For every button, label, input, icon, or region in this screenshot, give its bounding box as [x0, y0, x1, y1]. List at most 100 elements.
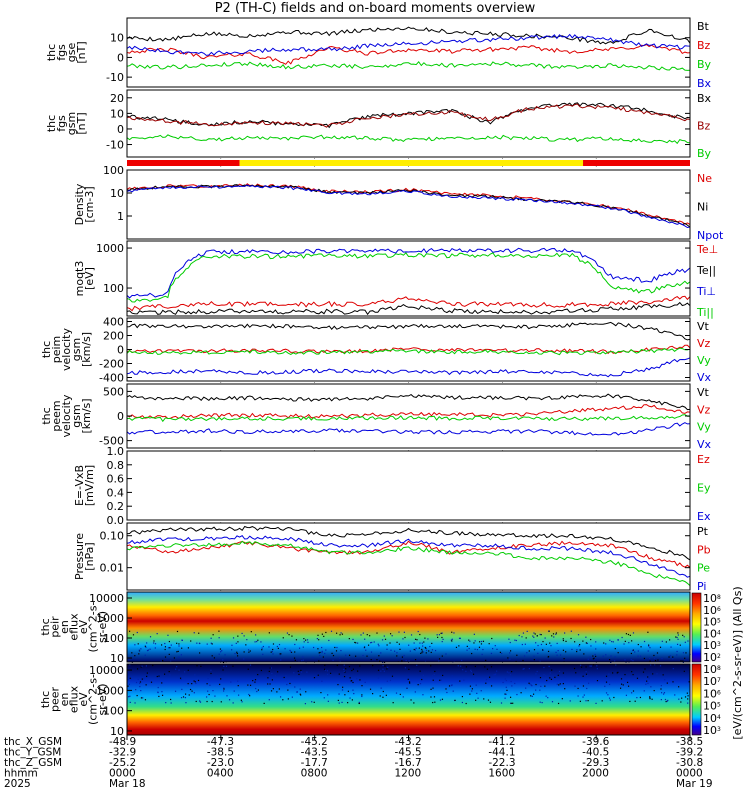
- spectrogram-speckle: [129, 695, 131, 697]
- spectrogram-speckle: [181, 688, 183, 690]
- spectrogram-speckle: [234, 652, 236, 655]
- spectrogram-speckle: [537, 644, 539, 647]
- spectrogram-speckle: [223, 688, 225, 690]
- footer-value: -23.0: [207, 757, 234, 769]
- spectrogram-speckle: [396, 641, 398, 643]
- spectrogram-speckle: [617, 639, 619, 641]
- spectrogram-speckle: [543, 674, 545, 676]
- spectrogram-speckle: [279, 653, 281, 655]
- spectrogram-speckle: [657, 659, 659, 661]
- spectrogram-speckle: [589, 665, 591, 667]
- spectrogram-speckle: [629, 700, 631, 703]
- spectrogram-speckle: [451, 675, 453, 677]
- spectrogram-speckle: [686, 692, 688, 694]
- spectrogram-speckle: [422, 674, 424, 676]
- spectrogram-speckle: [688, 681, 690, 683]
- spectrogram-speckle: [161, 644, 163, 646]
- spectrogram-speckle: [676, 643, 679, 646]
- spectrogram-speckle: [316, 676, 318, 678]
- spectrogram-speckle: [496, 648, 498, 650]
- spectrogram-speckle: [228, 699, 231, 701]
- spectrogram-speckle: [289, 682, 291, 685]
- spectrogram: [127, 664, 690, 735]
- series-line-Pe: [126, 540, 691, 586]
- spectrogram-speckle: [494, 674, 496, 676]
- spectrogram-speckle: [326, 673, 329, 676]
- spectrogram-speckle: [556, 654, 558, 656]
- footer-value: -22.3: [488, 757, 515, 769]
- spectrogram-speckle: [648, 678, 650, 680]
- spectrogram-speckle: [550, 678, 553, 680]
- spectrogram-speckle: [592, 655, 594, 657]
- spectrogram-speckle: [438, 660, 440, 662]
- spectrogram-speckle: [241, 701, 243, 703]
- spectrogram-speckle: [278, 688, 280, 690]
- spectrogram-speckle: [636, 677, 639, 679]
- spectrogram-speckle: [193, 680, 195, 682]
- spectrogram-speckle: [305, 639, 307, 641]
- spectrogram-speckle: [532, 635, 534, 637]
- spectrogram-speckle: [407, 678, 409, 680]
- series-line-Vy: [126, 414, 690, 423]
- spectrogram-speckle: [348, 665, 351, 668]
- spectrogram-speckle: [421, 678, 423, 681]
- spectrogram-speckle: [206, 683, 208, 685]
- spectrogram-speckle: [285, 675, 287, 677]
- spectrogram-speckle: [661, 692, 663, 694]
- spectrogram-speckle: [419, 670, 421, 672]
- spectrogram-speckle: [557, 702, 560, 705]
- spectrogram-speckle: [231, 644, 233, 646]
- spectrogram-speckle: [624, 673, 626, 676]
- footer-value: -16.7: [395, 757, 422, 769]
- spectrogram-speckle: [559, 683, 561, 685]
- spectrogram-speckle: [349, 677, 351, 679]
- spectrogram-speckle: [223, 690, 225, 692]
- spectrogram-speckle: [546, 679, 548, 682]
- spectrogram-speckle: [420, 652, 422, 654]
- footer-value: -40.5: [582, 747, 609, 759]
- spectrogram-speckle: [504, 678, 506, 680]
- spectrogram-speckle: [441, 632, 443, 634]
- spectrogram-speckle: [656, 673, 658, 675]
- spectrogram-speckle: [395, 692, 398, 694]
- spectrogram-speckle: [379, 695, 381, 697]
- spectrogram-speckle: [669, 655, 671, 657]
- spectrogram-speckle: [256, 640, 258, 643]
- spectrogram-speckle: [551, 635, 553, 637]
- spectrogram-speckle: [386, 644, 388, 646]
- spectrogram-speckle: [669, 639, 671, 641]
- spectrogram-speckle: [129, 701, 131, 703]
- mode-bar-segment: [127, 160, 240, 166]
- spectrogram-speckle: [660, 688, 662, 690]
- spectrogram-speckle: [262, 653, 264, 655]
- spectrogram-speckle: [428, 650, 430, 652]
- spectrogram-speckle: [555, 632, 557, 634]
- y-axis-label-line: gse: [65, 43, 78, 63]
- spectrogram-speckle: [634, 700, 636, 702]
- spectrogram-speckle: [424, 637, 426, 639]
- footer-value: -39.2: [676, 747, 703, 759]
- spectrogram-speckle: [406, 687, 408, 689]
- y-axis-label-line: fgs: [55, 115, 68, 132]
- spectrogram-speckle: [595, 655, 597, 657]
- spectrogram-speckle: [483, 698, 485, 700]
- spectrogram-speckle: [176, 630, 179, 633]
- series-line-Vt: [126, 393, 691, 411]
- spectrogram-speckle: [676, 654, 678, 656]
- spectrogram-speckle: [356, 678, 358, 680]
- spectrogram-speckle: [276, 645, 278, 648]
- spectrogram-speckle: [472, 673, 475, 675]
- y-axis-label: thcpeerenefluxeV(cm^2-s-sr-eV): [39, 674, 109, 725]
- spectrogram-speckle: [413, 642, 415, 644]
- spectrogram-speckle: [352, 689, 354, 691]
- spectrogram-speckle: [432, 701, 434, 704]
- spectrogram-speckle: [378, 645, 380, 647]
- spectrogram-speckle: [536, 635, 538, 637]
- spectrogram-speckle: [650, 664, 652, 666]
- spectrogram-speckle: [326, 670, 329, 672]
- spectrogram-speckle: [369, 635, 371, 637]
- spectrogram-speckle: [466, 645, 468, 647]
- spectrogram-speckle: [662, 674, 664, 676]
- y-tick-label: 400: [103, 316, 124, 329]
- spectrogram-speckle: [331, 652, 333, 654]
